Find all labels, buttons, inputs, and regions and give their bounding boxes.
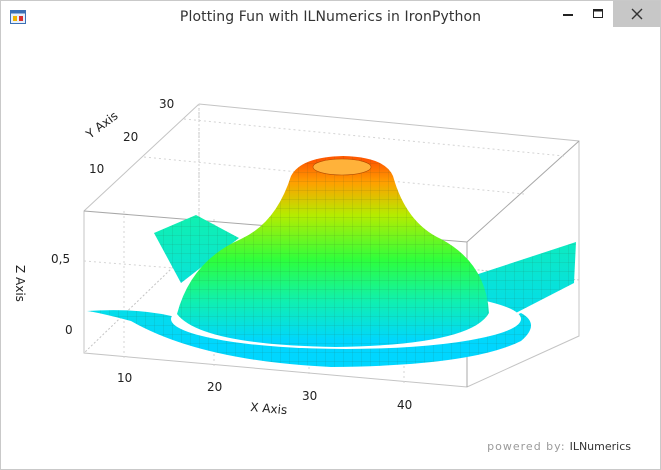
powered-by-prefix: powered by: bbox=[487, 440, 566, 453]
maximize-icon bbox=[593, 9, 603, 18]
x-axis-title: X Axis bbox=[250, 400, 288, 417]
powered-by-badge[interactable]: powered by: ILNumerics bbox=[487, 440, 631, 453]
x-tick-label: 30 bbox=[302, 389, 317, 403]
winforms-app-icon bbox=[10, 9, 26, 24]
maximize-button[interactable] bbox=[584, 1, 612, 27]
x-tick-label: 20 bbox=[207, 380, 222, 394]
y-tick-label: 10 bbox=[89, 162, 104, 176]
x-tick-label: 40 bbox=[397, 398, 412, 412]
z-axis-title: Z Axis bbox=[13, 265, 27, 302]
y-tick-label: 30 bbox=[159, 97, 174, 111]
title-bar[interactable]: Plotting Fun with ILNumerics in IronPyth… bbox=[1, 1, 660, 32]
plot-canvas[interactable]: 10 20 30 40 X Axis 10 20 30 Y Axis 0 0,5… bbox=[9, 32, 653, 463]
x-axis: 10 20 30 40 X Axis bbox=[117, 371, 412, 417]
z-tick-label: 0,5 bbox=[51, 252, 70, 266]
minimize-icon bbox=[563, 14, 573, 16]
window-title: Plotting Fun with ILNumerics in IronPyth… bbox=[179, 9, 482, 25]
ilnumerics-brand: ILNumerics bbox=[569, 440, 631, 453]
close-icon bbox=[631, 8, 642, 20]
close-button[interactable] bbox=[613, 1, 660, 27]
z-tick-label: 0 bbox=[65, 323, 73, 337]
y-axis-title: Y Axis bbox=[83, 109, 121, 142]
plot-panel[interactable]: 10 20 30 40 X Axis 10 20 30 Y Axis 0 0,5… bbox=[9, 32, 653, 463]
y-axis: 10 20 30 Y Axis bbox=[83, 97, 175, 176]
minimize-button[interactable] bbox=[554, 1, 582, 27]
y-tick-label: 20 bbox=[123, 130, 138, 144]
x-tick-label: 10 bbox=[117, 371, 132, 385]
surface-plot bbox=[87, 156, 576, 367]
z-axis: 0 0,5 Z Axis bbox=[13, 252, 73, 337]
